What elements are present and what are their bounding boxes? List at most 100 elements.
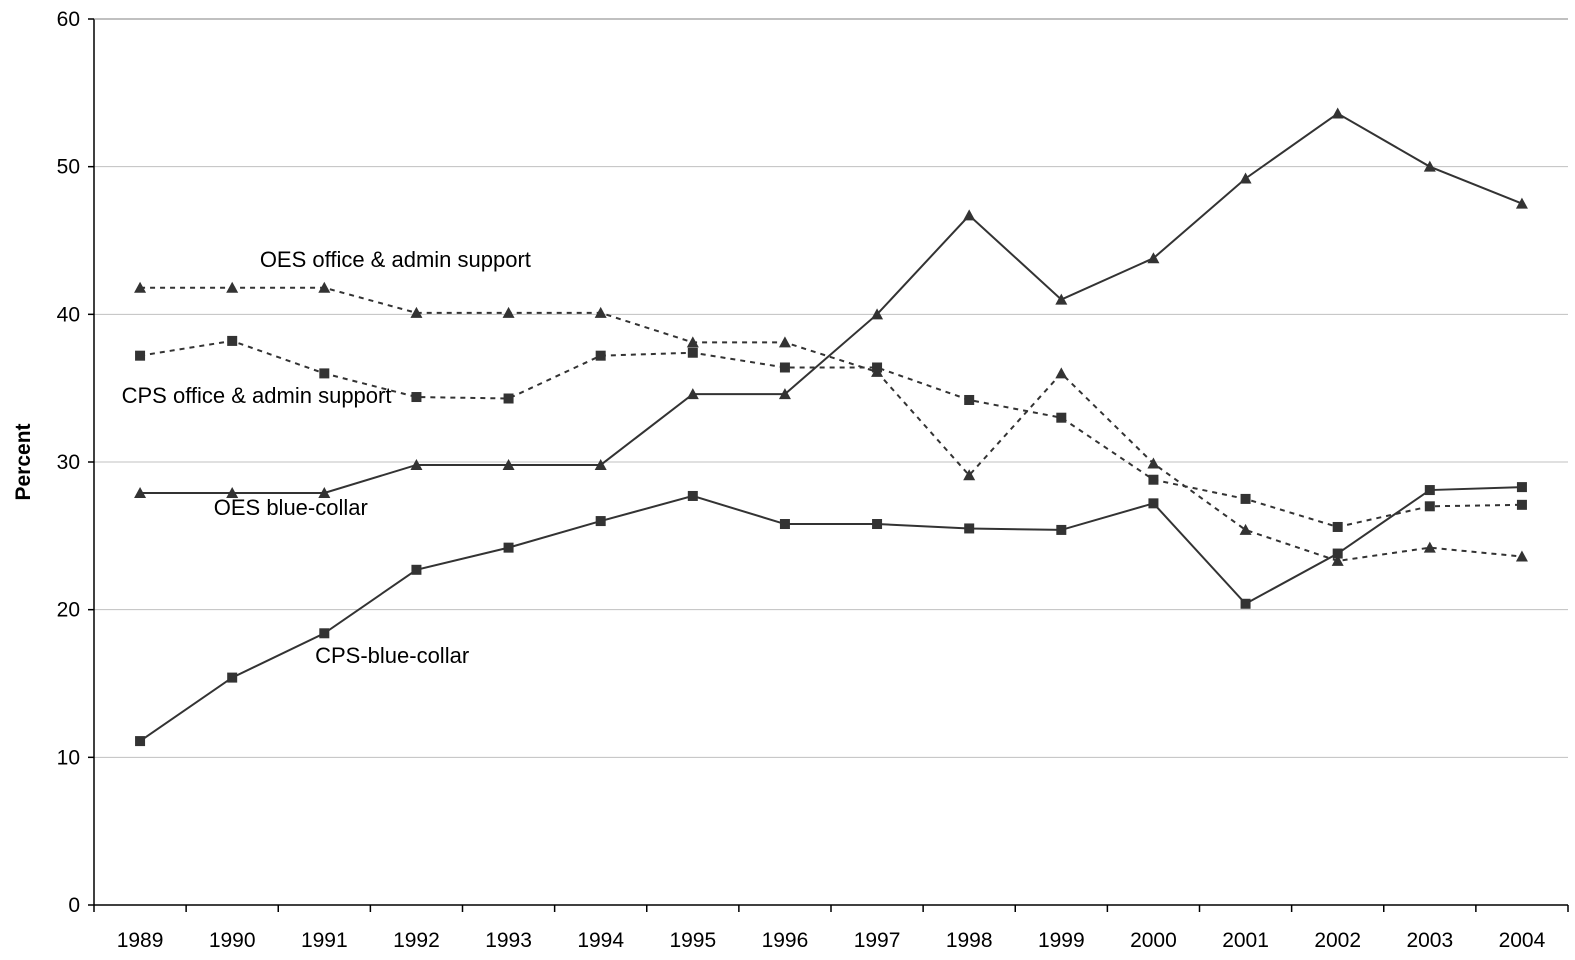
series-2 xyxy=(135,335,1527,532)
series-1-point-2003 xyxy=(1423,541,1436,553)
series-2-line xyxy=(139,339,1522,529)
x-tick-label-2004: 2004 xyxy=(1499,929,1546,952)
series-1-point-1991 xyxy=(318,281,331,293)
series-1 xyxy=(134,281,1528,566)
x-tick-label-2001: 2001 xyxy=(1222,929,1269,952)
series-1-point-1996 xyxy=(778,336,791,348)
series-4-point-1992 xyxy=(411,564,422,575)
series-3-point-1994 xyxy=(594,458,607,470)
x-tick-label-1993: 1993 xyxy=(485,929,532,952)
series-3-point-2003 xyxy=(1423,160,1436,172)
series-4 xyxy=(135,482,1527,747)
series-4-point-2003 xyxy=(1424,485,1435,496)
series-4-point-2000 xyxy=(1148,498,1159,509)
series-2-point-1995 xyxy=(687,347,698,358)
x-tick-label-1991: 1991 xyxy=(301,929,348,952)
series-2-point-2004 xyxy=(1516,499,1527,510)
series-3-point-1989 xyxy=(134,487,147,499)
series-2-point-2002 xyxy=(1332,521,1343,532)
series-annotation-4: CPS-blue-collar xyxy=(315,643,469,668)
x-tick-label-1990: 1990 xyxy=(209,929,256,952)
series-4-point-1993 xyxy=(503,542,514,553)
series-1-point-2002 xyxy=(1331,554,1344,566)
series-annotation-1: OES office & admin support xyxy=(260,247,531,272)
series-1-point-1990 xyxy=(226,281,239,293)
series-2-point-1990 xyxy=(227,335,238,346)
series-2-point-2001 xyxy=(1240,493,1251,504)
series-2-point-1992 xyxy=(411,392,422,403)
series-1-point-1994 xyxy=(594,306,607,318)
series-1-line xyxy=(140,286,1523,562)
series-2-point-1994 xyxy=(595,350,606,361)
series-2-point-2000 xyxy=(1148,474,1159,485)
x-tick-label-2003: 2003 xyxy=(1406,929,1453,952)
series-4-point-2004 xyxy=(1516,482,1527,493)
series-3-point-1996 xyxy=(778,388,791,400)
y-tick-label-60: 60 xyxy=(57,8,80,31)
series-annotation-3: OES blue-collar xyxy=(214,495,368,520)
series-1-point-1999 xyxy=(1055,367,1068,379)
x-axis-ticks: 1989 1990 1991 1992 1993 1994 1995 1996 1997 1998… xyxy=(93,905,1569,952)
series-3-point-1999 xyxy=(1055,293,1068,305)
series-1-point-1989 xyxy=(134,281,147,293)
series-2-point-1998 xyxy=(964,394,975,405)
series-4-point-1999 xyxy=(1056,524,1067,535)
y-axis-title: Percent xyxy=(12,423,35,500)
series-1-point-1993 xyxy=(502,306,515,318)
series-4-point-1991 xyxy=(319,628,330,639)
series-3-line xyxy=(140,112,1523,495)
series-4-point-1997 xyxy=(872,519,883,530)
x-tick-label-1996: 1996 xyxy=(762,929,809,952)
series-3-point-2000 xyxy=(1147,252,1160,264)
series-3 xyxy=(134,107,1528,499)
series-1-point-2001 xyxy=(1239,523,1252,535)
y-axis-ticks: 0 10 20 30 40 50 60 xyxy=(57,8,94,917)
x-tick-label-1994: 1994 xyxy=(577,929,624,952)
series-2-point-1993 xyxy=(503,393,514,404)
series-2-point-1999 xyxy=(1056,412,1067,423)
series-4-line xyxy=(139,486,1522,742)
series-4-point-1989 xyxy=(135,736,146,747)
series-3-point-1998 xyxy=(963,209,976,221)
series-3-point-1991 xyxy=(318,487,331,499)
series-2-point-1996 xyxy=(779,362,790,373)
x-tick-label-2000: 2000 xyxy=(1130,929,1177,952)
y-tick-label-30: 30 xyxy=(57,451,80,474)
series-4-point-2001 xyxy=(1240,598,1251,609)
x-tick-label-2002: 2002 xyxy=(1314,929,1361,952)
series-4-point-1995 xyxy=(687,490,698,501)
series-1-point-2004 xyxy=(1515,550,1528,562)
series-1-point-1992 xyxy=(410,306,423,318)
x-tick-label-1989: 1989 xyxy=(117,929,164,952)
x-tick-label-1998: 1998 xyxy=(946,929,993,952)
series-3-point-1990 xyxy=(226,487,239,499)
series-3-point-2002 xyxy=(1331,107,1344,119)
series-3-point-1997 xyxy=(871,308,884,320)
series-3-point-2001 xyxy=(1239,172,1252,184)
series-2-point-1997 xyxy=(872,362,883,373)
series-4-point-1990 xyxy=(227,672,238,683)
series-1-point-2000 xyxy=(1147,457,1160,469)
series-3-point-1993 xyxy=(502,458,515,470)
series-1-point-1998 xyxy=(963,469,976,481)
series-4-point-1994 xyxy=(595,516,606,527)
series-4-point-1998 xyxy=(964,523,975,534)
series-3-point-2004 xyxy=(1515,197,1528,209)
series-layer xyxy=(134,107,1528,747)
x-tick-label-1999: 1999 xyxy=(1038,929,1085,952)
series-2-point-2003 xyxy=(1424,501,1435,512)
series-annotations: OES office & admin support CPS office & a… xyxy=(122,247,531,668)
series-3-point-1992 xyxy=(410,458,423,470)
series-3-point-1995 xyxy=(686,388,699,400)
series-2-point-1989 xyxy=(135,350,146,361)
x-tick-label-1995: 1995 xyxy=(669,929,716,952)
x-tick-label-1997: 1997 xyxy=(854,929,901,952)
y-tick-label-0: 0 xyxy=(68,894,80,917)
series-4-point-2002 xyxy=(1332,548,1343,559)
y-tick-label-40: 40 xyxy=(57,303,80,326)
y-tick-label-50: 50 xyxy=(57,156,80,179)
series-annotation-2: CPS office & admin support xyxy=(122,383,392,408)
series-2-point-1991 xyxy=(319,368,330,379)
y-tick-label-20: 20 xyxy=(57,599,80,622)
